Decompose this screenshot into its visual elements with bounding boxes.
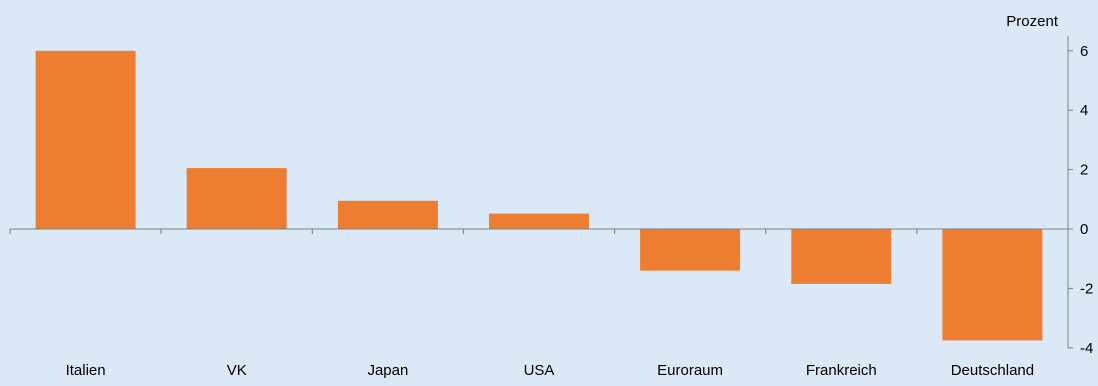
x-tick-label: Italien (66, 362, 106, 379)
bars-layer (35, 50, 1043, 341)
bar-euroraum (640, 229, 741, 271)
bar-italien (35, 50, 136, 229)
y-tick-label: -2 (1080, 280, 1093, 297)
axis-layer (9, 36, 1073, 349)
x-tick-label: Frankreich (806, 362, 877, 379)
x-tick-label: USA (524, 362, 555, 379)
x-tick-label: Euroraum (657, 362, 723, 379)
x-tick-label: Japan (367, 362, 408, 379)
bar-japan (337, 200, 438, 229)
y-axis-label: Prozent (1006, 13, 1059, 30)
bar-deutschland (942, 229, 1043, 341)
y-tick-label: 6 (1080, 43, 1088, 60)
x-tick-label: VK (227, 362, 247, 379)
bar-usa (489, 213, 589, 229)
y-tick-label: -4 (1080, 340, 1093, 357)
bar-vk (186, 168, 287, 229)
y-tick-label: 0 (1080, 221, 1088, 238)
x-tick-label: Deutschland (951, 362, 1034, 379)
labels-layer: Italien VK Japan USA Euroraum Frankreich Deuts… (66, 43, 1094, 379)
y-tick-label: 2 (1080, 162, 1088, 179)
y-tick-label: 4 (1080, 102, 1088, 119)
bar-frankreich (791, 229, 892, 284)
